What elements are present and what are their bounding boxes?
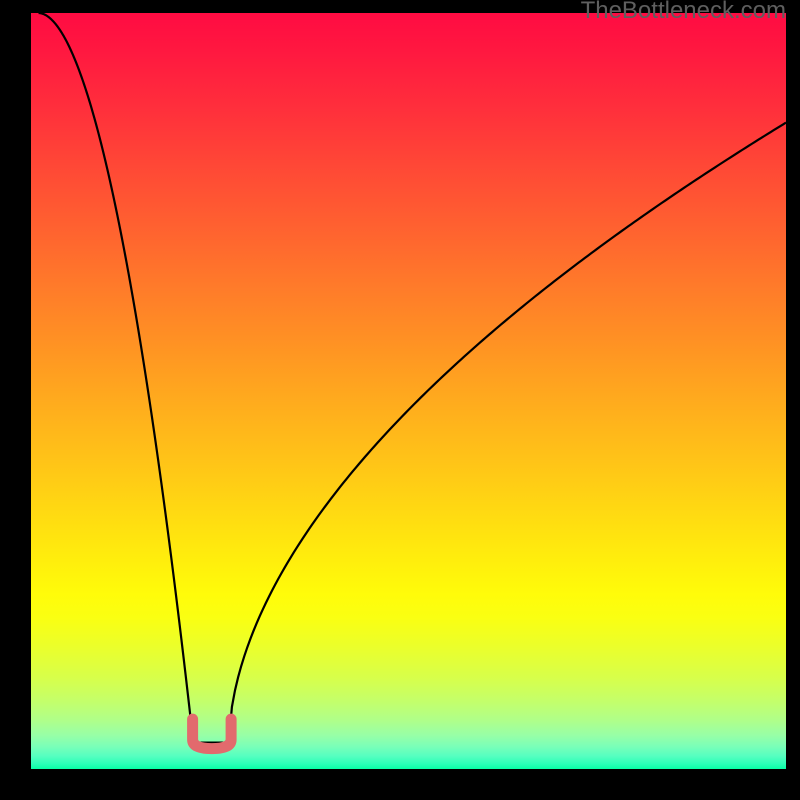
plot-area (31, 13, 786, 769)
plot-svg (31, 13, 786, 769)
gradient-background (31, 13, 786, 769)
watermark-text: TheBottleneck.com (581, 0, 786, 25)
